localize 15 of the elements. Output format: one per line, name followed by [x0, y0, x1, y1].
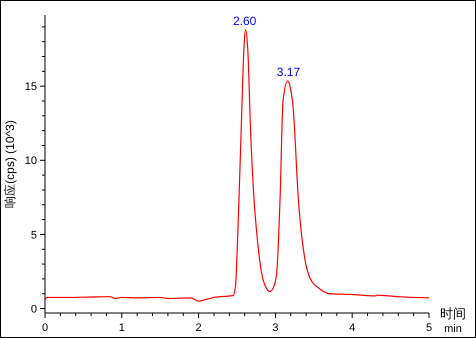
y-tick-label: 15	[24, 81, 37, 94]
x-tick-label: 0	[42, 322, 48, 334]
x-axis-title: 时间 min	[440, 306, 466, 335]
y-tick-label: 0	[30, 303, 37, 316]
x-tick-label: 2	[196, 322, 202, 334]
x-tick-label: 1	[118, 322, 125, 334]
x-tick-label: 4	[349, 322, 356, 334]
annotation: 3.17	[276, 64, 300, 79]
x-tick-label: 3	[272, 322, 278, 334]
x-tick-label: 5	[426, 322, 432, 334]
y-tick-label: 10	[24, 155, 37, 168]
annotation: 2.60	[233, 14, 257, 28]
line-series	[44, 29, 430, 302]
y-tick-label: 5	[30, 229, 37, 242]
y-axis-title: 响应(cps) (10^3)	[3, 120, 17, 208]
